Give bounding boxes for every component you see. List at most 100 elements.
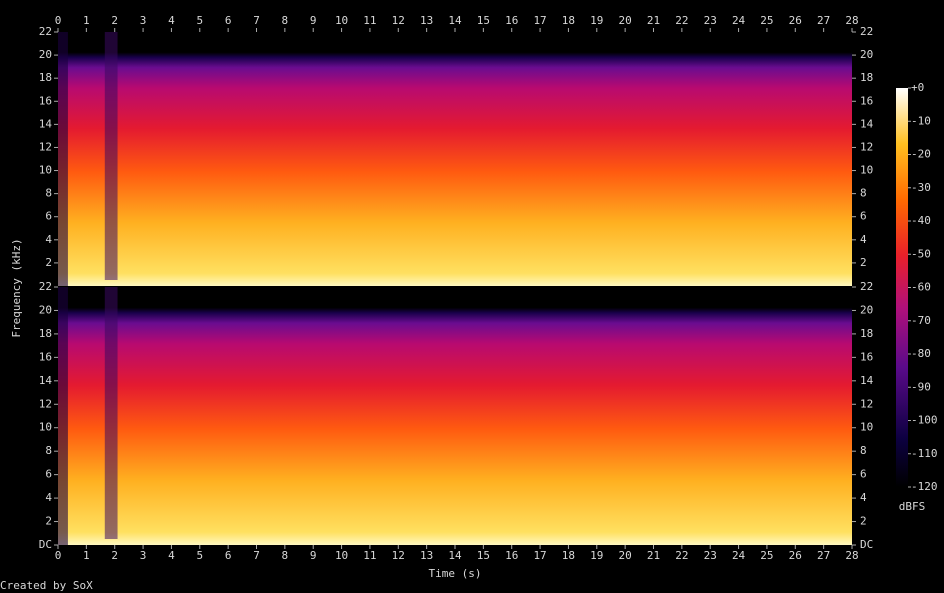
colorbar-tick-label: -50: [911, 247, 931, 260]
x-tick-label: 25: [760, 549, 773, 562]
quiet-band: [104, 287, 118, 539]
y-tick-label: DC: [860, 538, 873, 551]
x-tick-label: 10: [335, 549, 348, 562]
y-tick-label: DC: [39, 538, 52, 551]
spectrogram-image: [58, 287, 852, 545]
x-tick-label: 18: [562, 549, 575, 562]
x-tick-label: 15: [477, 14, 490, 27]
x-tick-label: 11: [363, 549, 376, 562]
y-tick-label: 6: [860, 468, 867, 481]
x-tick-label: 9: [310, 549, 317, 562]
y-tick-label: 10: [860, 164, 873, 177]
x-tick-label: 15: [477, 549, 490, 562]
y-tick-label: 22: [39, 280, 52, 293]
y-tick-label: 4: [860, 491, 867, 504]
y-tick-label: 22: [860, 280, 873, 293]
colorbar-tick-label: -30: [911, 181, 931, 194]
x-tick-label: 16: [505, 549, 518, 562]
x-tick-label: 3: [140, 549, 147, 562]
x-tick-label: 28: [845, 14, 858, 27]
y-tick-label: 8: [860, 444, 867, 457]
quiet-band: [104, 32, 118, 280]
y-tick-label: 2: [860, 515, 867, 528]
x-tick-label: 22: [675, 14, 688, 27]
y-tick-label: 8: [45, 187, 52, 200]
x-tick-label: 7: [253, 14, 260, 27]
y-tick-label: 10: [39, 421, 52, 434]
y-tick-label: 18: [860, 327, 873, 340]
y-tick-label: 18: [39, 71, 52, 84]
colorbar-tick-label: -70: [911, 314, 931, 327]
quiet-band: [58, 32, 68, 286]
y-tick-label: 8: [45, 444, 52, 457]
x-tick-label: 27: [817, 14, 830, 27]
colorbar-tick-label: -60: [911, 281, 931, 294]
colorbar-tick-label: -80: [911, 347, 931, 360]
y-tick-label: 14: [860, 374, 874, 387]
y-tick-label: 16: [860, 94, 873, 107]
x-tick-label: 6: [225, 14, 232, 27]
y-tick-label: 4: [860, 233, 867, 246]
x-tick-label: 1: [83, 14, 90, 27]
y-tick-label: 20: [39, 303, 52, 316]
x-tick-label: 5: [196, 14, 203, 27]
x-tick-label: 17: [533, 14, 546, 27]
colorbar-tick-label: -10: [911, 114, 931, 127]
y-tick-label: 2: [860, 256, 867, 269]
x-tick-label: 23: [704, 14, 717, 27]
y-tick-label: 12: [860, 140, 873, 153]
x-tick-label: 12: [392, 549, 405, 562]
y-tick-label: 20: [39, 48, 52, 61]
y-tick-label: 12: [39, 397, 52, 410]
y-tick-label: 14: [39, 117, 53, 130]
x-tick-label: 26: [789, 14, 802, 27]
y-tick-label: 8: [860, 187, 867, 200]
x-tick-label: 23: [704, 549, 717, 562]
y-tick-label: 18: [39, 327, 52, 340]
x-tick-label: 20: [619, 14, 632, 27]
colorbar-tick-label: -40: [911, 214, 931, 227]
x-tick-label: 8: [282, 549, 289, 562]
y-tick-label: 16: [39, 94, 52, 107]
x-tick-label: 4: [168, 14, 175, 27]
x-tick-label: 14: [448, 14, 462, 27]
y-tick-label: 20: [860, 303, 873, 316]
x-tick-label: 14: [448, 549, 462, 562]
x-tick-label: 17: [533, 549, 546, 562]
x-tick-label: 21: [647, 14, 660, 27]
quiet-band: [58, 287, 68, 545]
x-tick-label: 12: [392, 14, 405, 27]
x-tick-label: 26: [789, 549, 802, 562]
y-tick-label: 12: [39, 140, 52, 153]
spectrogram-image: [58, 32, 852, 286]
colorbar-tick-label: -120: [911, 480, 938, 493]
x-tick-label: 19: [590, 549, 603, 562]
y-tick-label: 16: [860, 350, 873, 363]
x-tick-label: 5: [196, 549, 203, 562]
x-tick-label: 27: [817, 549, 830, 562]
y-tick-label: 14: [39, 374, 53, 387]
x-tick-label: 2: [111, 549, 118, 562]
colorbar-tick-label: -20: [911, 148, 931, 161]
x-tick-label: 9: [310, 14, 317, 27]
x-tick-label: 7: [253, 549, 260, 562]
y-tick-label: 10: [39, 164, 52, 177]
x-tick-label: 16: [505, 14, 518, 27]
y-tick-label: 6: [45, 210, 52, 223]
x-tick-label: 2: [111, 14, 118, 27]
x-tick-label: 13: [420, 14, 433, 27]
x-tick-label: 11: [363, 14, 376, 27]
y-tick-label: 2: [45, 515, 52, 528]
y-tick-label: 10: [860, 421, 873, 434]
x-tick-label: 21: [647, 549, 660, 562]
x-tick-label: 0: [55, 549, 62, 562]
y-tick-label: 2: [45, 256, 52, 269]
colorbar: [896, 88, 908, 487]
colorbar-label: dBFS: [899, 500, 926, 513]
y-tick-label: 18: [860, 71, 873, 84]
y-axis-label: Frequency (kHz): [10, 238, 23, 337]
x-axis-label: Time (s): [429, 567, 482, 580]
x-tick-label: 4: [168, 549, 175, 562]
